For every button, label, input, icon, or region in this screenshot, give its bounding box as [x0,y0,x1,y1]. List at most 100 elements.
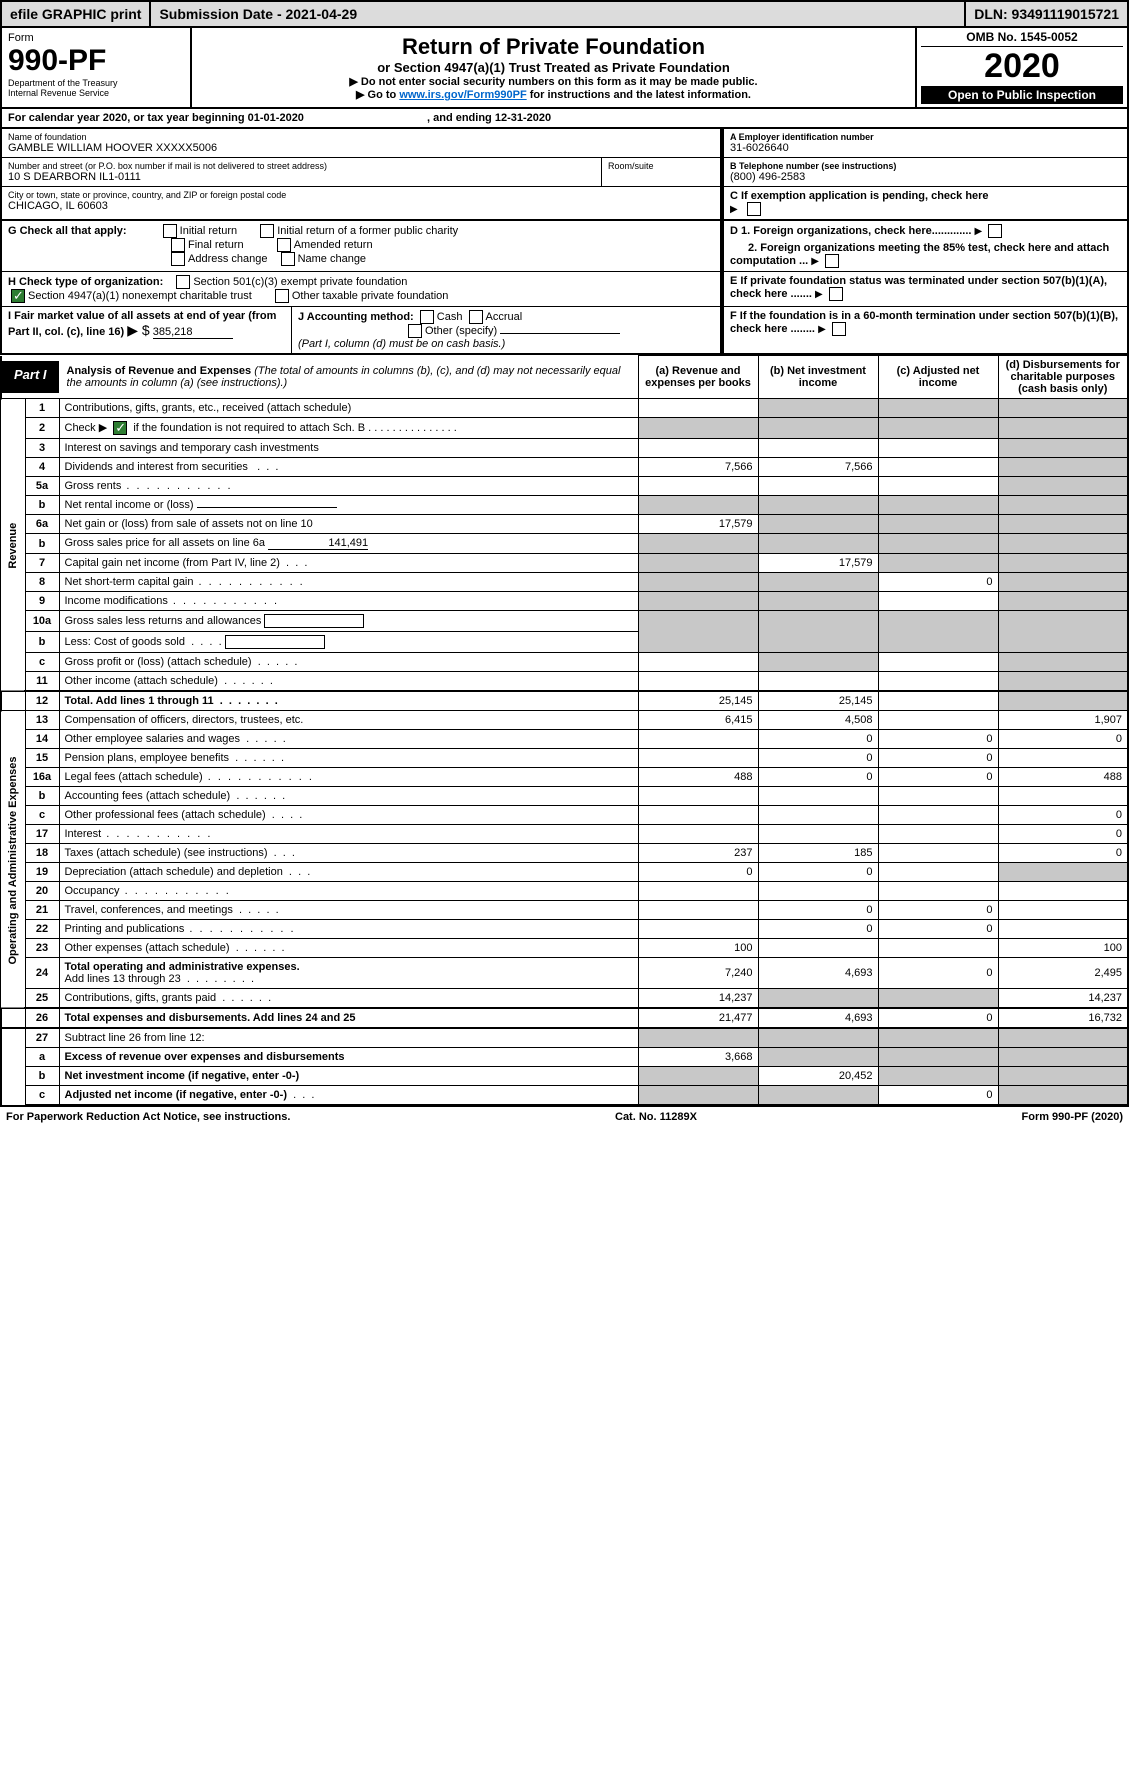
g-amended-checkbox[interactable] [277,238,291,252]
c-checkbox[interactable] [747,202,761,216]
form-note2: ▶ Go to www.irs.gov/Form990PF for instru… [198,88,909,101]
line-26: 26 Total expenses and disbursements. Add… [1,1008,1128,1028]
line-num: 12 [25,691,59,711]
line-num: 22 [25,920,59,939]
schb-checkbox[interactable] [113,421,127,435]
j-other-checkbox[interactable] [408,324,422,338]
line-desc: Adjusted net income (if negative, enter … [59,1086,638,1105]
line-num: 26 [25,1008,59,1028]
form-note1: ▶ Do not enter social security numbers o… [198,75,909,88]
form990pf-link[interactable]: www.irs.gov/Form990PF [399,89,526,101]
j-cash-checkbox[interactable] [420,310,434,324]
g-initial-checkbox[interactable] [163,224,177,238]
calendar-row: For calendar year 2020, or tax year begi… [0,109,1129,129]
line-num: 23 [25,939,59,958]
line-16a: 16a Legal fees (attach schedule) 4880048… [1,768,1128,787]
line-1: Revenue 1 Contributions, gifts, grants, … [1,399,1128,418]
line-desc: Dividends and interest from securities .… [59,458,638,477]
arrow-icon [818,323,829,335]
g-cell: G Check all that apply: Initial return I… [2,221,722,271]
cell-d: 100 [998,939,1128,958]
cell-d: 0 [998,806,1128,825]
line-num: 5a [25,477,59,496]
line-desc: Excess of revenue over expenses and disb… [59,1048,638,1067]
cell-a: 7,566 [638,458,758,477]
j-other: Other (specify) [425,325,497,337]
h-cell: H Check type of organization: Section 50… [2,272,722,306]
line-num: c [25,1086,59,1105]
d1-checkbox[interactable] [988,224,1002,238]
line-desc: Income modifications [59,592,638,611]
line-5b: b Net rental income or (loss) [1,496,1128,515]
h-label: H Check type of organization: [8,276,163,288]
col-a-header: (a) Revenue and expenses per books [638,356,758,399]
city-label: City or town, state or province, country… [8,190,714,200]
line-2: 2 Check ▶ if the foundation is not requi… [1,418,1128,439]
line-16b: b Accounting fees (attach schedule) . . … [1,787,1128,806]
cell-c: 0 [878,730,998,749]
f-cell: F If the foundation is in a 60-month ter… [722,307,1127,353]
g-opt5: Name change [298,253,367,265]
g-initial-former-checkbox[interactable] [260,224,274,238]
cell-a: 17,579 [638,515,758,534]
h-4947-checkbox[interactable] [11,289,25,303]
h-other-checkbox[interactable] [275,289,289,303]
line-num: c [25,653,59,672]
line-27a: a Excess of revenue over expenses and di… [1,1048,1128,1067]
cell-b: 185 [758,844,878,863]
ein-cell: A Employer identification number 31-6026… [722,129,1127,157]
line-desc: Depreciation (attach schedule) and deple… [59,863,638,882]
line-desc: Contributions, gifts, grants, etc., rece… [59,399,638,418]
city-cell: City or town, state or province, country… [2,187,722,219]
e-checkbox[interactable] [829,287,843,301]
h-501c3-checkbox[interactable] [176,275,190,289]
line-5a: 5a Gross rents [1,477,1128,496]
line-num: b [25,496,59,515]
line-20: 20 Occupancy [1,882,1128,901]
c-label: C If exemption application is pending, c… [730,190,989,202]
header-center: Return of Private Foundation or Section … [192,28,917,107]
ein-label: A Employer identification number [730,132,1121,142]
d-cell: D 1. Foreign organizations, check here..… [722,221,1127,271]
j-cash: Cash [437,311,463,323]
line-17: 17 Interest 0 [1,825,1128,844]
line-desc: Travel, conferences, and meetings . . . … [59,901,638,920]
g-address-checkbox[interactable] [171,252,185,266]
line-num: 11 [25,672,59,692]
line-24: 24 Total operating and administrative ex… [1,958,1128,989]
line-3: 3 Interest on savings and temporary cash… [1,439,1128,458]
cell-c: 0 [878,749,998,768]
phone-cell: B Telephone number (see instructions) (8… [722,158,1127,186]
footer-right: Form 990-PF (2020) [1022,1111,1123,1123]
cell-d: 488 [998,768,1128,787]
j-accrual-checkbox[interactable] [469,310,483,324]
revenue-vert-label: Revenue [1,399,25,692]
line-6b-value: 141,491 [268,537,368,550]
line-desc: Compensation of officers, directors, tru… [59,711,638,730]
cell-b: 0 [758,768,878,787]
line-15: 15 Pension plans, employee benefits . . … [1,749,1128,768]
d2-label: 2. Foreign organizations meeting the 85%… [730,242,1109,267]
g-label: G Check all that apply: [8,225,127,237]
line-6a: 6a Net gain or (loss) from sale of asset… [1,515,1128,534]
room-label: Room/suite [608,161,714,171]
line-num: 1 [25,399,59,418]
addr-value: 10 S DEARBORN IL1-0111 [8,171,595,183]
f-checkbox[interactable] [832,322,846,336]
part1-label: Part I [2,361,59,393]
line-num: b [25,632,59,653]
cell-d: 0 [998,825,1128,844]
form-number: 990-PF [8,44,184,78]
line-10c: c Gross profit or (loss) (attach schedul… [1,653,1128,672]
d2-checkbox[interactable] [825,254,839,268]
line-num: 16a [25,768,59,787]
line-19: 19 Depreciation (attach schedule) and de… [1,863,1128,882]
part1-desc: Analysis of Revenue and Expenses (The to… [59,361,638,393]
line-num: 15 [25,749,59,768]
g-final-checkbox[interactable] [171,238,185,252]
line-num: b [25,1067,59,1086]
g-name-checkbox[interactable] [281,252,295,266]
line-desc: Less: Cost of goods sold . . . . [59,632,638,653]
cell-a: 0 [638,863,758,882]
line-desc: Check ▶ if the foundation is not require… [59,418,638,439]
